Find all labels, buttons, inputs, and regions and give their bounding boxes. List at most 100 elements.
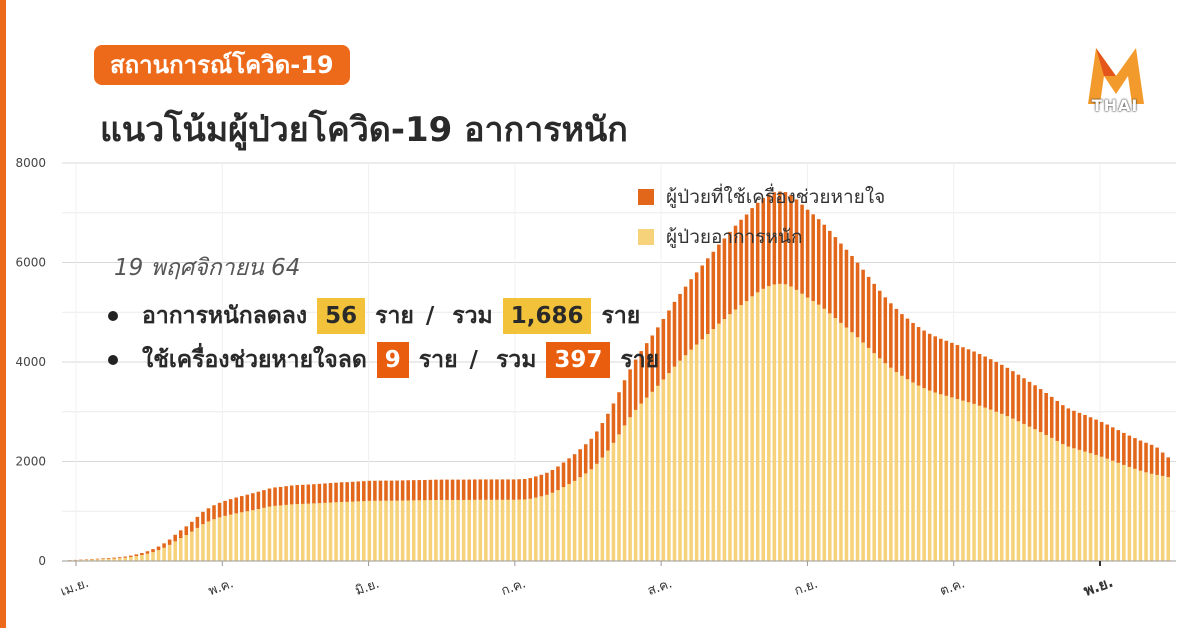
bar-ventilator [844,249,849,328]
bar-severe [484,499,488,561]
x-tick-label: ก.ย. [793,577,820,599]
bar-ventilator [717,244,721,324]
ventilator-change-value: 9 [376,342,409,378]
topic-tag: สถานการณ์โควิด-19 [94,45,350,85]
bar-ventilator [789,194,793,287]
bar-ventilator [816,219,821,305]
bar-ventilator [617,392,621,435]
bar-ventilator [628,369,632,418]
bar-ventilator [522,479,527,500]
bar-ventilator [783,192,788,285]
bar-ventilator [273,487,277,506]
bar-severe [1122,464,1126,561]
bar-severe [112,558,116,561]
bar-severe [844,327,849,561]
bar-severe [406,500,410,561]
bar-severe [639,403,643,561]
bar-ventilator [667,310,671,374]
bar-ventilator [1133,438,1137,469]
bar-severe [578,477,582,561]
bar-ventilator [761,198,766,289]
bar-ventilator [944,340,949,396]
bar-severe [839,322,843,561]
bar-severe [988,409,993,561]
bar-ventilator [195,516,200,528]
bar-ventilator [178,530,183,539]
bar-ventilator [1138,440,1143,471]
bar-ventilator [129,555,133,557]
bar-ventilator [1127,435,1132,467]
bar-ventilator [117,557,122,559]
bar-severe [378,500,383,561]
bar-severe [789,286,793,561]
bar-ventilator [661,318,666,380]
bar-ventilator [517,479,521,500]
bar-severe [489,499,494,561]
bar-ventilator [855,262,860,338]
x-tick-label: พ.ค. [207,576,236,599]
bar-ventilator [456,479,460,500]
bar-severe [589,469,594,561]
bar-severe [339,501,344,561]
bar-ventilator [1155,447,1159,475]
bar-ventilator [350,481,355,502]
bar-ventilator [445,479,449,500]
bar-severe [1155,474,1159,561]
severe-separator: / [425,303,435,329]
bar-ventilator [705,258,710,335]
bar-severe [1138,470,1143,561]
bar-severe [239,512,244,561]
bar-severe [600,457,605,561]
bar-ventilator [1055,400,1060,441]
bar-severe [761,288,766,561]
bar-severe [816,304,821,561]
bar-ventilator [1110,427,1115,461]
y-tick-label: 4000 [15,355,46,369]
bar-ventilator [1005,367,1010,417]
bar-ventilator [406,480,410,501]
bar-ventilator [578,449,582,478]
bar-ventilator [606,413,610,451]
bar-severe [922,388,926,561]
bar-severe [1000,413,1004,561]
bar-ventilator [1077,412,1082,450]
bar-severe [1105,458,1109,561]
bar-severe [511,499,516,561]
bar-ventilator [423,479,427,501]
bar-ventilator [977,353,982,406]
bar-ventilator [1166,457,1170,478]
bar-ventilator [955,345,960,400]
legend-swatch-severe [638,229,654,245]
bar-severe [944,395,949,561]
bar-ventilator [384,480,388,501]
bar-severe [1022,423,1026,561]
bar-ventilator [639,351,643,404]
bar-ventilator [877,290,882,359]
x-tick-label: ต.ค. [938,576,967,599]
bar-ventilator [589,438,594,470]
bar-severe [661,379,666,561]
bar-severe [778,283,782,561]
bar-severe [711,329,716,561]
bar-severe [395,500,399,561]
bar-ventilator [933,336,937,393]
ventilator-summary-line: ใช้เครื่องช่วยหายใจลด 9 ราย / รวม 397 รา… [108,340,659,380]
bar-severe [1110,460,1115,561]
bar-severe [611,442,616,561]
bar-ventilator [234,497,238,514]
bar-severe [1033,429,1037,561]
bar-severe [933,392,937,561]
bar-severe [750,296,754,561]
bar-severe [1072,448,1076,561]
bar-severe [123,557,128,561]
bar-severe [295,504,300,561]
bar-ventilator [134,554,139,557]
bar-severe [678,360,682,561]
legend: ผู้ป่วยที่ใช้เครื่องช่วยหายใจ ผู้ป่วยอาก… [638,180,885,260]
bar-ventilator [506,479,510,500]
bar-ventilator [284,486,288,505]
bar-ventilator [173,534,177,542]
bar-severe [317,503,322,561]
bar-severe [167,544,172,561]
bar-severe [195,527,200,561]
